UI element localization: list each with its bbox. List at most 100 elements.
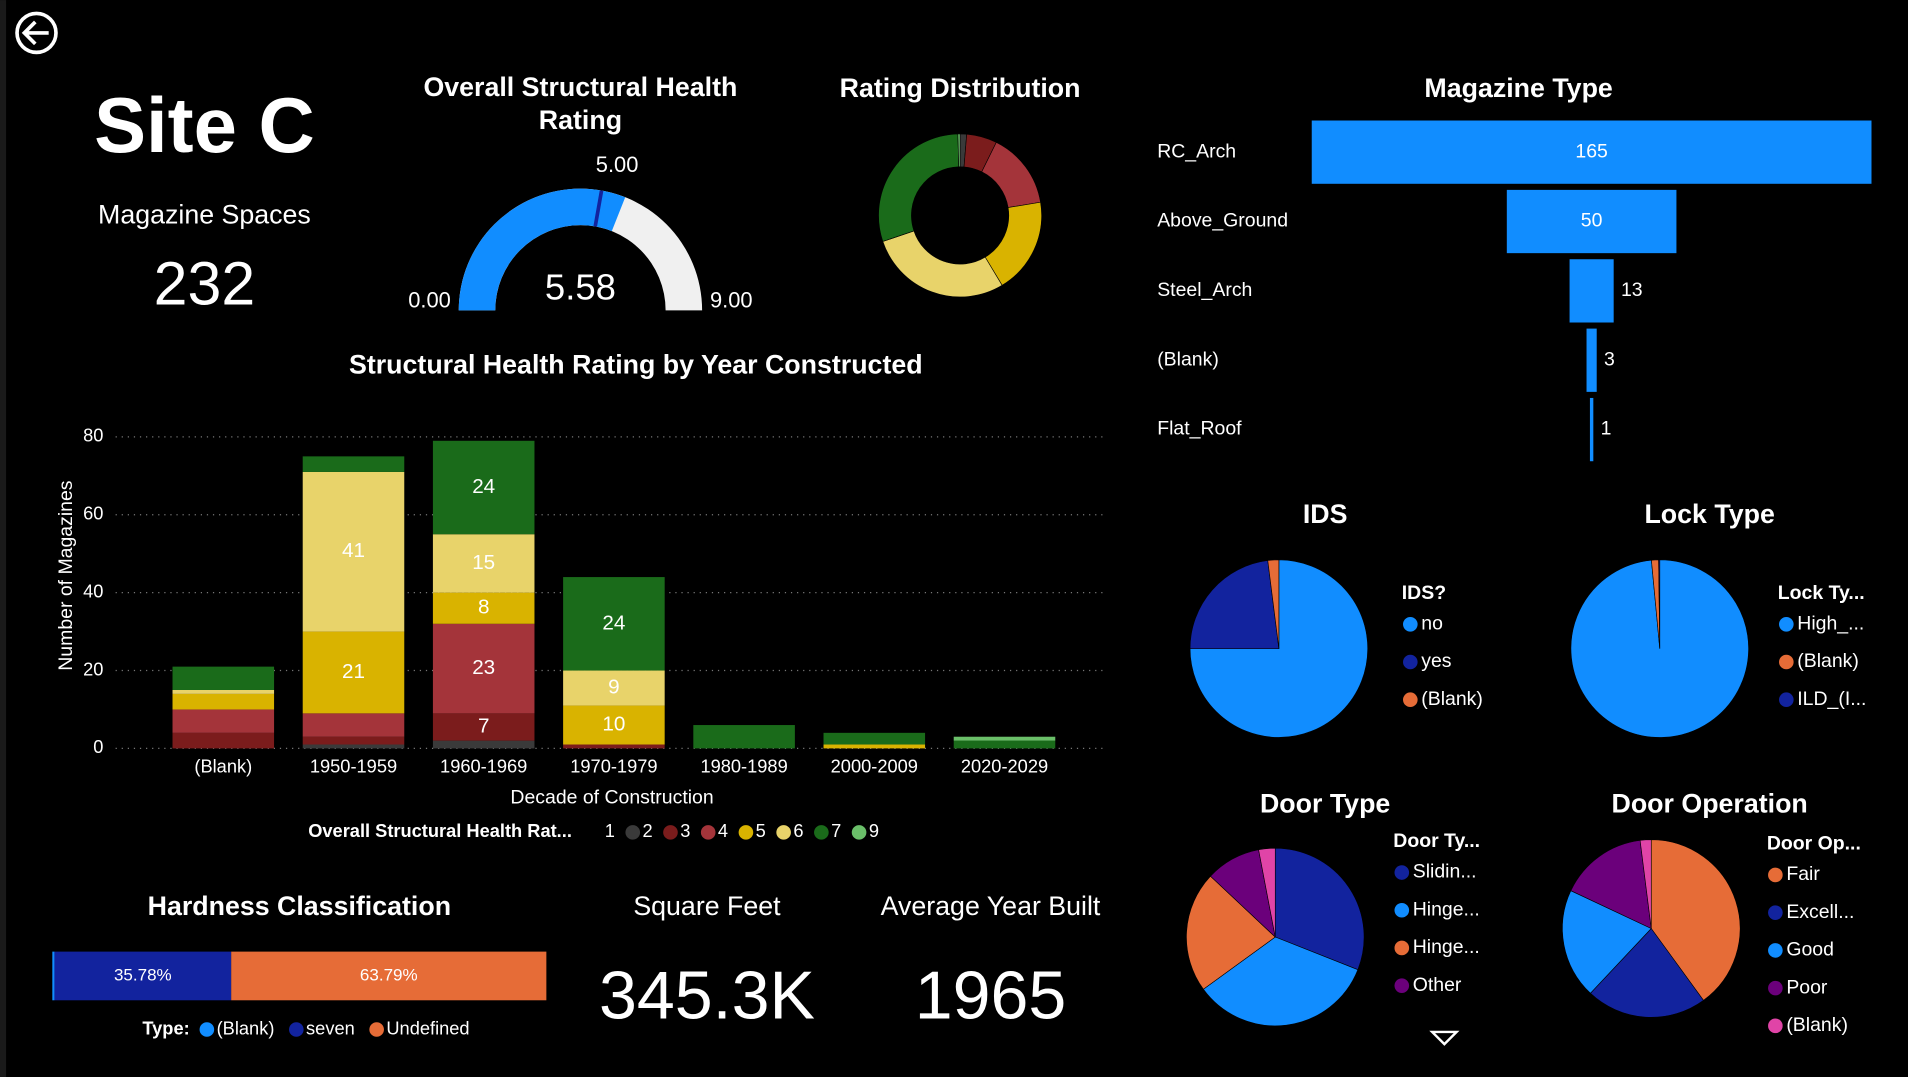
chart-title: Magazine Type — [1424, 73, 1612, 103]
legend-label: (Blank) — [1786, 1014, 1848, 1036]
gauge-min-label: 0.00 — [408, 288, 451, 313]
legend-swatch — [1768, 905, 1783, 920]
legend-title: IDS? — [1402, 582, 1446, 604]
chart-title: Structural Health Rating by Year Constru… — [349, 349, 923, 379]
legend-title: Lock Ty... — [1778, 582, 1865, 604]
bar-segment — [302, 736, 405, 745]
scroll-arrow[interactable] — [1429, 1030, 1460, 1046]
legend-label: 5 — [756, 820, 766, 841]
data-label: 41 — [342, 539, 365, 562]
x-tick-label: 1970-1979 — [570, 756, 657, 777]
legend-label: no — [1421, 612, 1443, 634]
legend-swatch — [1403, 654, 1418, 670]
legend-label: 6 — [793, 820, 803, 841]
legend-swatch — [851, 825, 867, 840]
bar-segment — [432, 740, 535, 749]
chart-title: Overall Structural Health Rating — [423, 71, 738, 136]
gauge-max-label: 9.00 — [710, 288, 753, 313]
category-label: Steel_Arch — [1157, 279, 1252, 301]
legend-label: High_... — [1797, 612, 1864, 634]
legend-label: seven — [306, 1017, 355, 1038]
bar-segment — [302, 456, 405, 472]
category-label: (Blank) — [1157, 348, 1219, 370]
card-label: Magazine Spaces — [98, 200, 311, 230]
data-label: 24 — [602, 611, 625, 634]
legend-label: Excell... — [1786, 901, 1854, 923]
data-label: 1 — [1601, 418, 1612, 440]
data-label: 21 — [342, 660, 365, 683]
chart-title: IDS — [1303, 499, 1348, 529]
data-label: 7 — [478, 714, 490, 737]
legend-label: 2 — [642, 820, 652, 841]
pie-slice — [1189, 560, 1280, 649]
legend-label: Good — [1786, 939, 1834, 961]
legend-swatch — [814, 825, 829, 840]
pie-slice — [1562, 890, 1652, 994]
back-button[interactable] — [15, 11, 58, 55]
bar-segment — [172, 666, 275, 690]
x-tick-label: 1960-1969 — [440, 756, 527, 777]
legend-swatch — [369, 1022, 384, 1037]
bar-segment — [432, 440, 535, 535]
legend-label: (Blank) — [217, 1017, 275, 1038]
legend-label: Poor — [1786, 976, 1828, 998]
pie-slice — [1186, 875, 1276, 990]
funnel-bar — [1586, 328, 1597, 392]
bar-segment — [302, 631, 405, 714]
legend-label: 4 — [718, 820, 728, 841]
bar-segment — [563, 670, 665, 706]
data-label: 35.78% — [114, 965, 172, 984]
left-edge — [0, 0, 7, 1077]
legend-label: Other — [1413, 974, 1462, 996]
bar-segment — [563, 577, 665, 671]
legend-label: (Blank) — [1421, 688, 1483, 710]
bar-segment — [302, 744, 405, 749]
card-label: Square Feet — [633, 891, 781, 921]
legend-label: yes — [1421, 650, 1452, 672]
legend-title: Overall Structural Health Rat... — [308, 820, 572, 841]
x-tick-label: (Blank) — [194, 756, 252, 777]
data-label: 50 — [1581, 210, 1603, 232]
gauge-title-box: Overall Structural Health Rating — [423, 71, 738, 136]
card-value: 345.3K — [599, 957, 815, 1033]
legend-swatch — [1394, 940, 1410, 956]
bar-segment — [693, 725, 795, 749]
pie-slice — [1274, 847, 1365, 971]
legend-swatch — [587, 825, 603, 840]
bar-segment — [432, 713, 535, 741]
legend-label: 3 — [680, 820, 690, 841]
back-circle[interactable] — [15, 11, 58, 55]
data-label: 63.79% — [360, 965, 418, 984]
bar-segment — [172, 693, 275, 710]
x-tick-label: 1950-1959 — [310, 756, 397, 777]
data-label: 165 — [1575, 140, 1607, 162]
bar-segment — [302, 713, 405, 737]
legend-swatch — [1394, 865, 1410, 880]
legend-label: 1 — [605, 820, 615, 841]
card-value: 232 — [154, 250, 256, 318]
funnel-bar — [1569, 259, 1614, 323]
bar-segment — [432, 623, 535, 714]
pie-slice — [1658, 559, 1661, 649]
legend-title: Door Op... — [1767, 833, 1861, 855]
legend-label: ILD_(I... — [1797, 688, 1866, 710]
y-tick-label: 40 — [83, 580, 103, 601]
legend-swatch — [738, 825, 754, 840]
pie-slice — [1258, 847, 1276, 938]
legend-label: 7 — [831, 820, 841, 841]
legend-swatch — [1768, 943, 1783, 958]
bar-segment — [172, 689, 275, 694]
x-tick-label: 2020-2029 — [961, 756, 1048, 777]
legend-label: Fair — [1786, 863, 1820, 885]
donut-slice — [882, 230, 1003, 298]
back-arrow[interactable] — [21, 20, 49, 46]
bar-segment — [563, 705, 665, 745]
legend-swatch — [1394, 978, 1410, 993]
bar-segment — [302, 471, 405, 632]
bar-segment — [823, 732, 926, 745]
chart-title: Door Operation — [1612, 789, 1808, 819]
pie-slice — [1639, 839, 1652, 929]
legend-swatch — [199, 1022, 215, 1037]
legend-swatch — [1394, 902, 1410, 918]
